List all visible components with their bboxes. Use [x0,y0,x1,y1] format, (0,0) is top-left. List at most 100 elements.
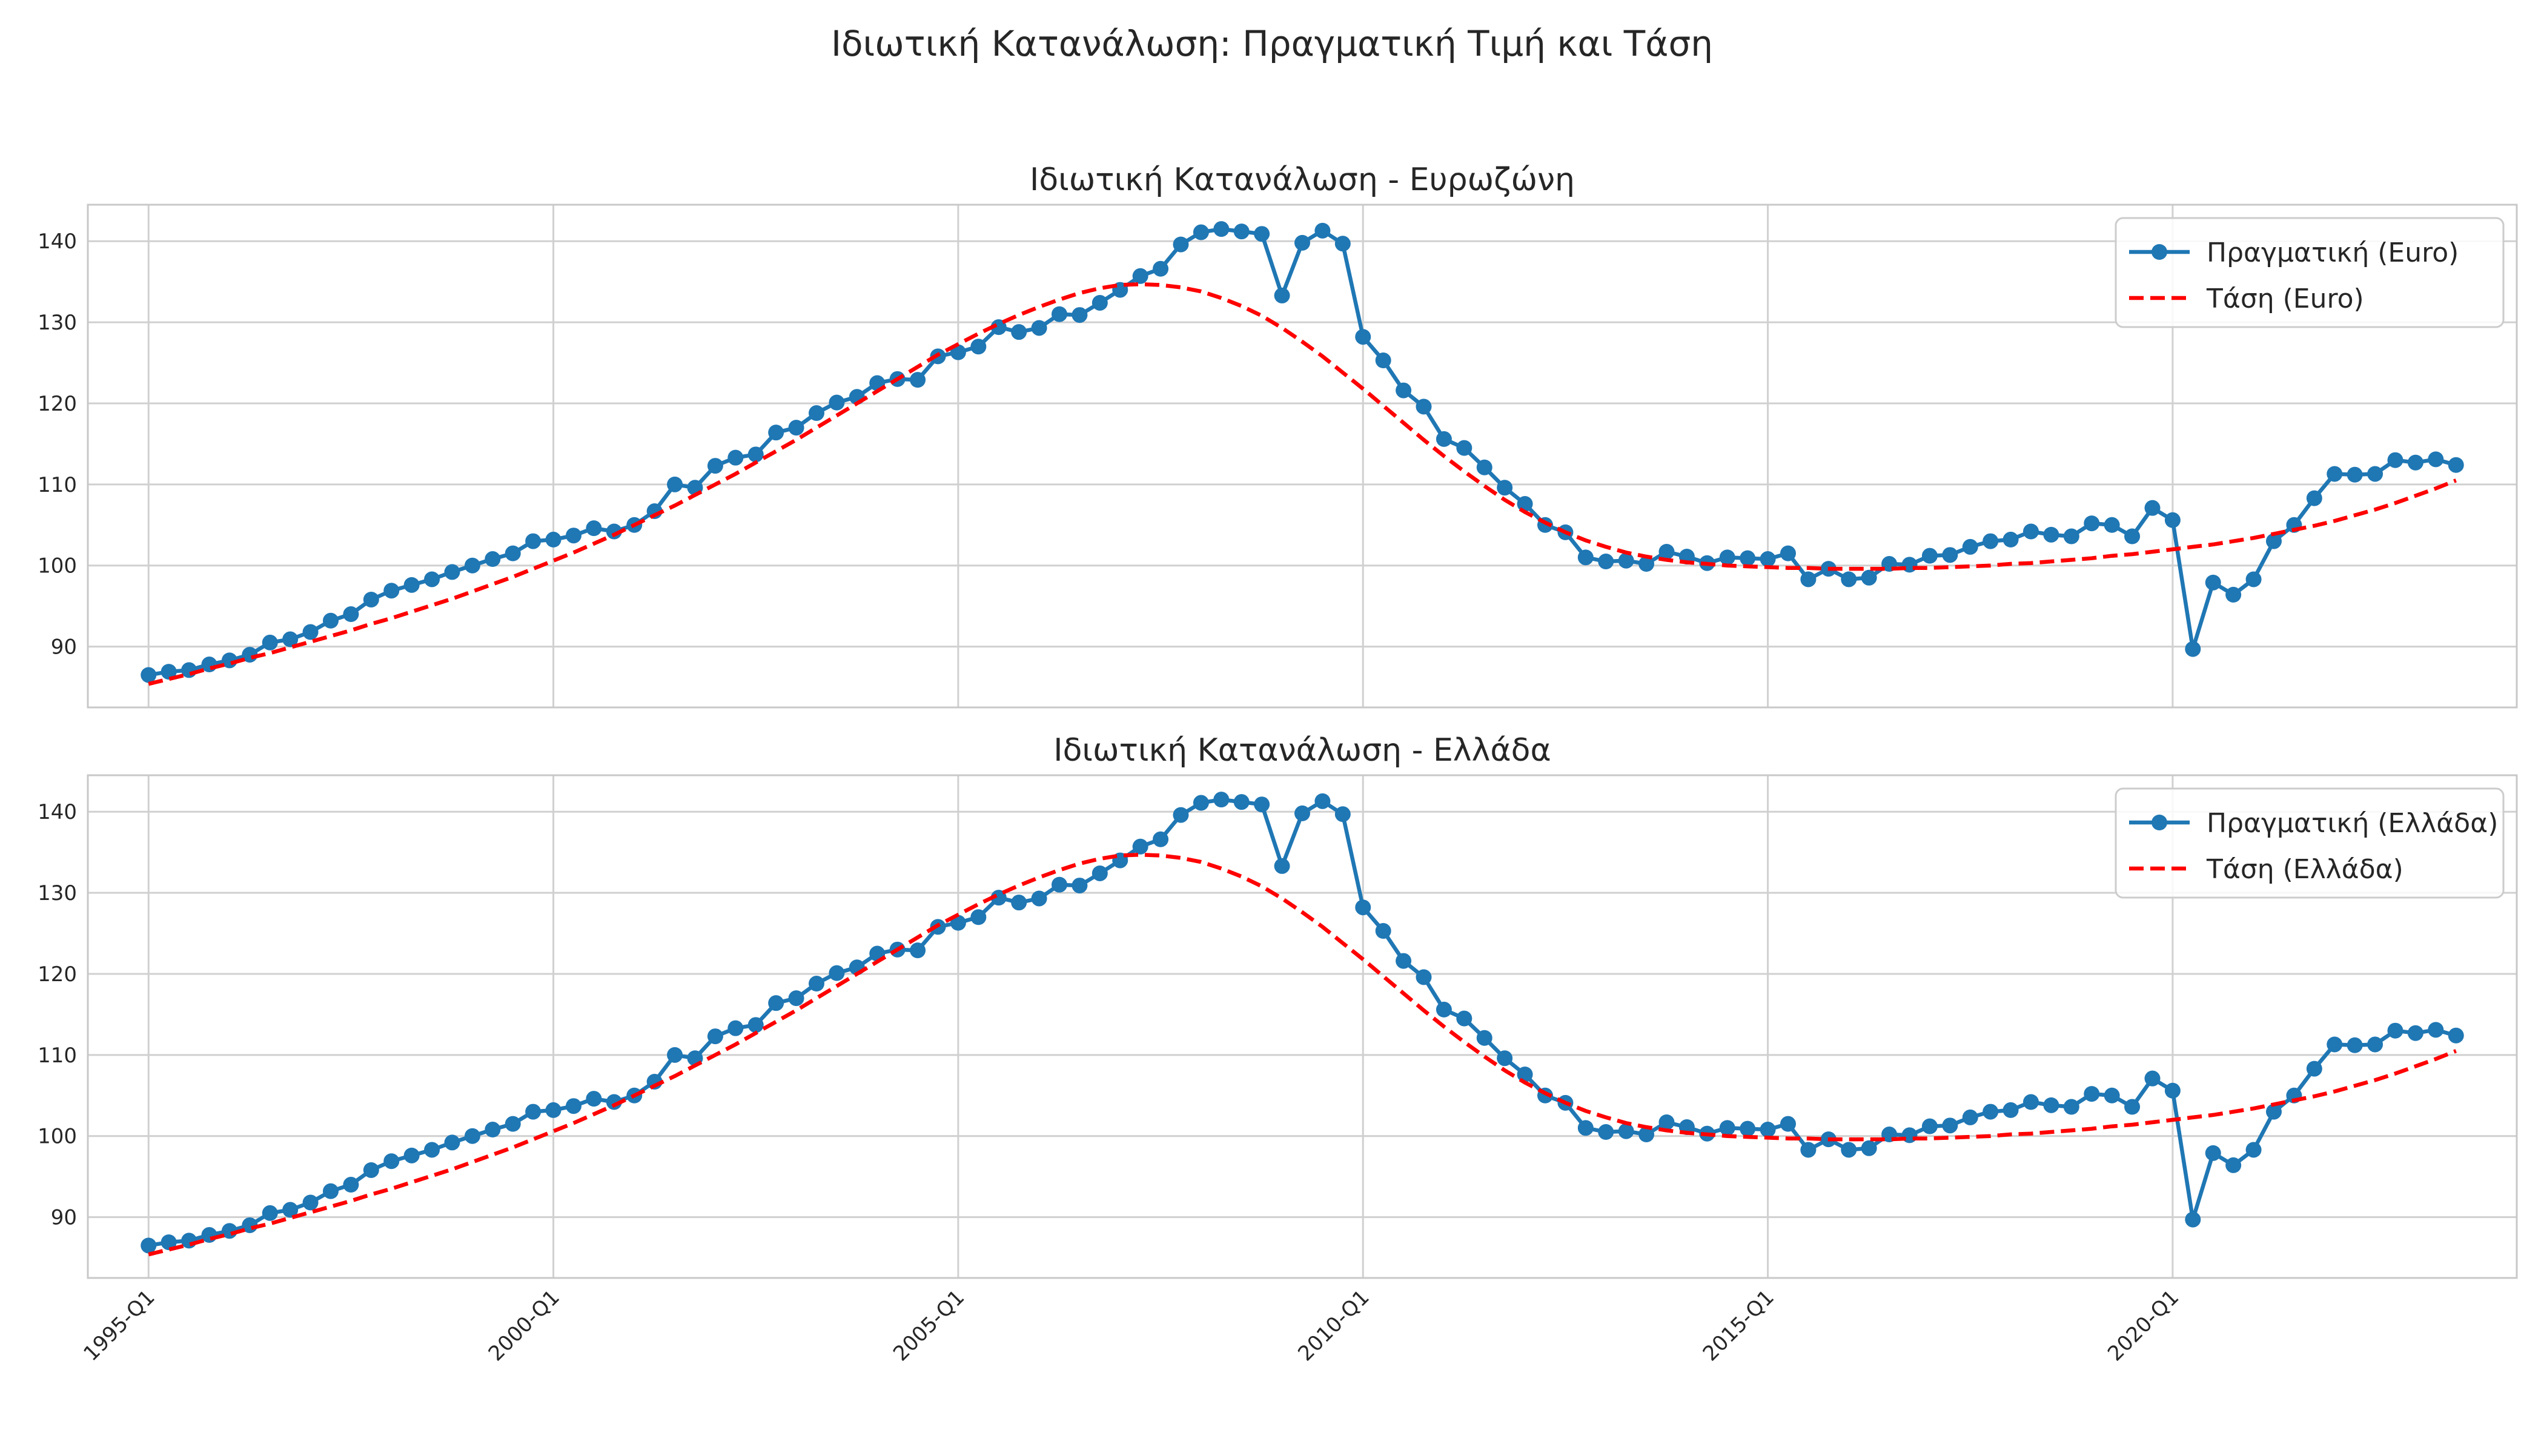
data-point [667,476,683,492]
data-point [1740,1120,1756,1137]
x-tick-label: 2005-Q1 [889,1285,969,1366]
data-point [566,528,581,544]
data-point [2023,523,2039,540]
data-point [485,1122,501,1138]
subplot-title: Ιδιωτική Κατανάλωση - Ελλάδα [1053,732,1551,769]
data-point [1031,890,1047,907]
data-point [545,531,561,548]
data-point [606,1094,622,1110]
data-point [1780,545,1796,561]
y-tick-label: 90 [51,1206,77,1230]
y-tick-label: 120 [38,392,77,416]
data-point [1132,838,1148,855]
data-point [545,1102,561,1118]
legend-label-actual: Πραγματική (Ελλάδα) [2207,808,2498,839]
y-tick-label: 90 [51,635,77,660]
data-point [1760,1122,1776,1138]
data-point [161,664,177,680]
data-point [2347,466,2363,483]
data-point [2104,517,2120,533]
data-point [1396,953,1412,969]
data-point [1658,1114,1675,1130]
subplot-1: Ιδιωτική Κατανάλωση - Ευρωζώνη 90 100 110 12… [38,162,2518,709]
data-point [2448,457,2464,473]
figure-suptitle: Ιδιωτική Κατανάλωση: Πραγματική Τιμή και… [831,23,1713,64]
data-point [1577,549,1594,566]
data-point [1396,382,1412,399]
data-point [1173,807,1189,823]
data-point [302,624,319,640]
data-point [2428,451,2444,468]
data-point [2023,1094,2039,1110]
data-point [1314,222,1331,239]
data-point [2387,1022,2403,1039]
data-point [1375,352,1391,369]
data-point [707,458,723,474]
data-point [1334,236,1351,252]
legend-label-actual: Πραγματική (Euro) [2207,237,2459,268]
legend-label-trend: Τάση (Euro) [2206,283,2364,314]
data-point [667,1047,683,1063]
data-point [1719,549,1735,566]
data-point [363,591,379,607]
data-point [1294,234,1310,251]
data-point [2225,1157,2242,1173]
data-point [1983,1104,1999,1120]
data-point [727,449,744,466]
data-point [809,405,824,422]
plot-frame [87,204,2518,709]
data-point [707,1028,723,1045]
data-point [990,890,1007,906]
data-point [1638,1127,1655,1143]
data-point [403,1147,420,1163]
data-point [1456,1010,1472,1027]
data-point [566,1098,581,1114]
data-point [1517,1066,1533,1082]
data-point [1233,223,1250,240]
legend-marker-actual [2151,815,2167,830]
data-point [1456,440,1472,456]
data-point [525,1104,542,1120]
series-line-actual [148,227,2457,677]
data-point [768,425,784,441]
x-tick-label: 2010-Q1 [1293,1285,1374,1366]
data-point [2245,1142,2262,1158]
data-point [2043,1097,2059,1113]
data-point [2245,571,2262,587]
data-point [1517,495,1533,512]
data-point [1031,320,1047,336]
data-point [1072,307,1088,323]
data-point [2144,1070,2161,1087]
data-point [1719,1120,1735,1136]
data-point [403,577,420,593]
data-point [505,1116,521,1132]
data-point [1921,1118,1938,1134]
data-point [485,551,501,568]
data-point [2428,1022,2444,1038]
data-point [424,1142,440,1158]
data-point [1153,260,1169,277]
data-point [1942,547,1958,563]
data-point [2266,533,2282,549]
data-point [323,1183,339,1199]
data-point [1132,268,1148,284]
data-point [1052,876,1067,893]
data-point [1476,459,1492,475]
subplot-title: Ιδιωτική Κατανάλωση - Ευρωζώνη [1030,162,1575,198]
data-point [1314,793,1331,809]
data-point [747,1017,764,1033]
data-point [1436,431,1452,447]
data-point [262,1205,278,1221]
y-tick-label: 140 [38,230,77,254]
series-line-actual [148,797,2457,1248]
data-point [1861,1140,1877,1156]
data-point [1962,1109,1978,1125]
y-tick-label: 140 [38,800,77,824]
data-point [1497,480,1513,496]
data-point [2205,1145,2221,1161]
data-point [747,446,764,463]
data-point [1355,899,1371,916]
data-point [1800,1142,1817,1158]
data-point [1921,548,1938,564]
